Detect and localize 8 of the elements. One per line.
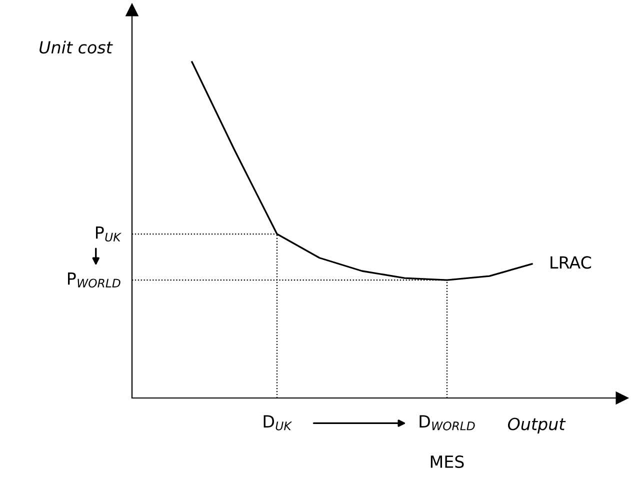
ref-line-label: P$_{WORLD}$: [68, 272, 120, 288]
series-label: LRAC: [550, 256, 592, 269]
x-axis-title: Output: [508, 418, 566, 434]
x-tick-label: D$_{WORLD}$: [420, 415, 475, 430]
y-axis-title: Unit cost: [40, 40, 113, 54]
x-tick-label: D$_{UK}$: [264, 415, 292, 430]
ref-line-label: P$_{UK}$: [96, 226, 122, 242]
text: MES: [430, 455, 464, 468]
